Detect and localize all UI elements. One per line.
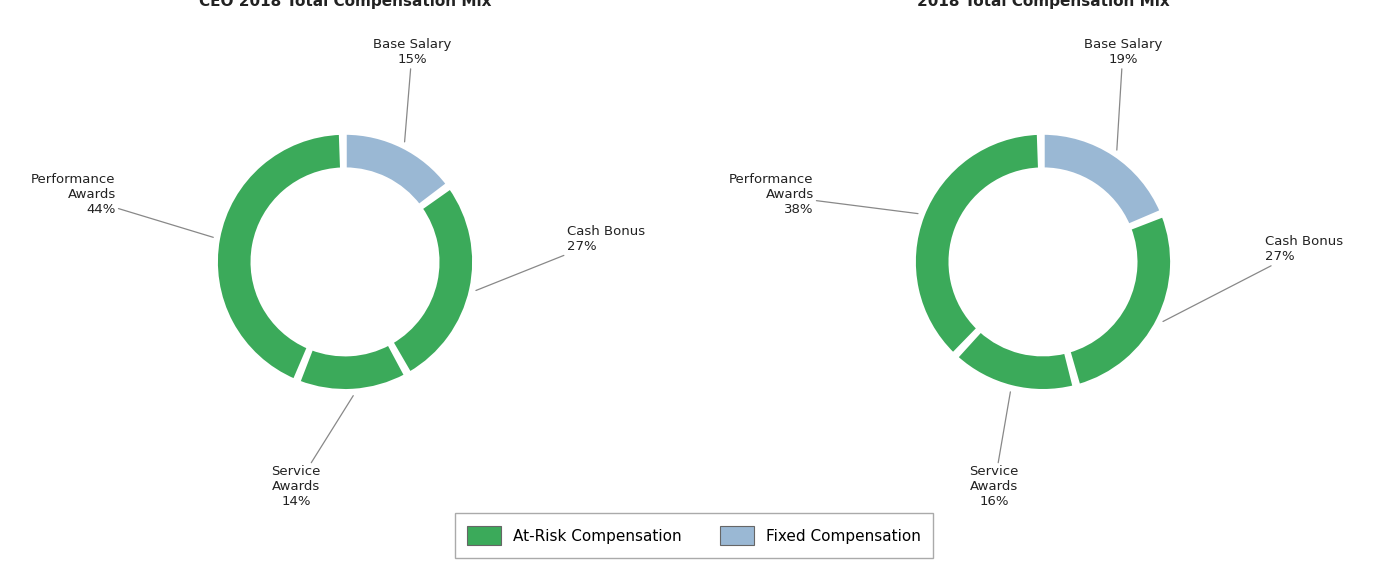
- Title: Other Named Executive Officers’ Average
2018 Total Compensation Mix: Other Named Executive Officers’ Average …: [865, 0, 1221, 9]
- Title: CEO 2018 Total Compensation Mix: CEO 2018 Total Compensation Mix: [198, 0, 491, 9]
- Wedge shape: [346, 133, 448, 206]
- Text: Service
Awards
16%: Service Awards 16%: [969, 392, 1019, 508]
- Wedge shape: [1042, 133, 1162, 226]
- Wedge shape: [915, 133, 1040, 354]
- Text: Performance
Awards
44%: Performance Awards 44%: [31, 173, 214, 237]
- Wedge shape: [1069, 215, 1171, 386]
- Wedge shape: [217, 133, 341, 380]
- Wedge shape: [956, 331, 1074, 391]
- Wedge shape: [391, 188, 473, 373]
- Text: Performance
Awards
38%: Performance Awards 38%: [729, 173, 917, 217]
- Wedge shape: [298, 344, 405, 391]
- Text: Service
Awards
14%: Service Awards 14%: [272, 396, 353, 508]
- Text: Base Salary
15%: Base Salary 15%: [373, 38, 451, 142]
- Text: Cash Bonus
27%: Cash Bonus 27%: [1163, 235, 1342, 321]
- Legend: At-Risk Compensation, Fixed Compensation: At-Risk Compensation, Fixed Compensation: [455, 514, 933, 557]
- Text: Cash Bonus
27%: Cash Bonus 27%: [476, 225, 645, 291]
- Text: Base Salary
19%: Base Salary 19%: [1084, 38, 1162, 150]
